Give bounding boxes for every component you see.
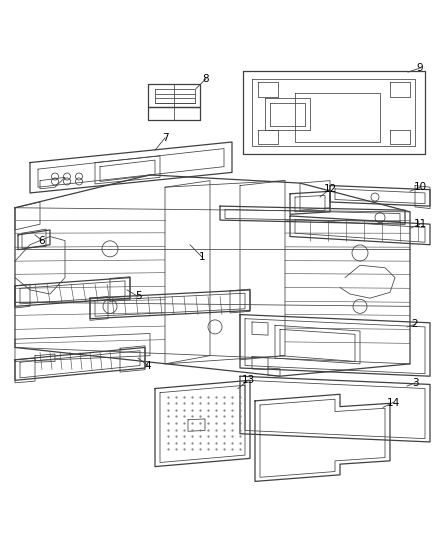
- Text: 14: 14: [386, 398, 399, 408]
- Text: 2: 2: [412, 319, 418, 329]
- Text: 10: 10: [413, 182, 427, 192]
- Text: 6: 6: [39, 236, 45, 246]
- Text: 9: 9: [417, 63, 423, 73]
- Text: 12: 12: [323, 184, 337, 194]
- Text: 7: 7: [162, 133, 168, 143]
- Text: 11: 11: [413, 219, 427, 229]
- Text: 8: 8: [203, 74, 209, 84]
- Text: 13: 13: [241, 375, 254, 385]
- Text: 1: 1: [199, 252, 205, 262]
- Text: 5: 5: [135, 292, 141, 302]
- Text: 4: 4: [145, 360, 151, 370]
- Text: 3: 3: [412, 378, 418, 388]
